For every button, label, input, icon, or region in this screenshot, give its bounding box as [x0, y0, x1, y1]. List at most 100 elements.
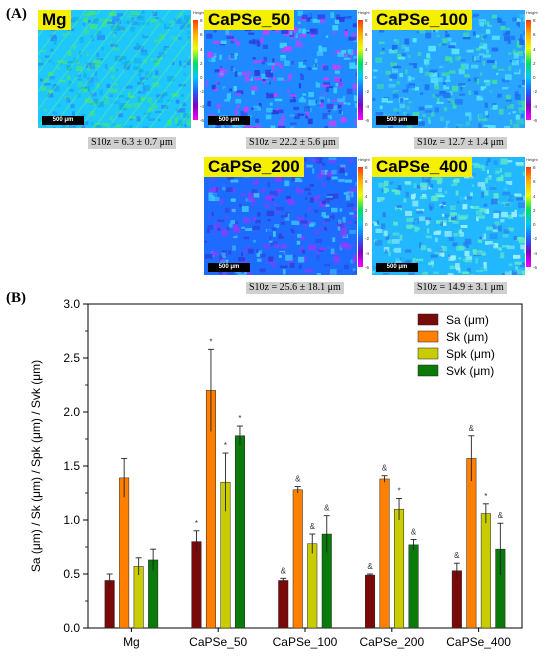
- colorbar-gradient: [358, 167, 363, 267]
- bar: [191, 541, 202, 629]
- legend-swatch: [417, 364, 439, 377]
- sample-label: CaPSe_50: [204, 10, 295, 30]
- colorbar-tick-label: -2: [200, 89, 205, 95]
- colorbar-tick-label: 8: [200, 18, 203, 23]
- x-tick-label: Mg: [123, 635, 140, 649]
- colorbar-tick-label: -6: [365, 118, 370, 123]
- panel-b-label: (B): [6, 290, 26, 306]
- colorbar-title: Height: [358, 157, 370, 162]
- colorbar-tick-label: 8: [533, 18, 536, 23]
- legend-label: Svk (μm): [446, 364, 494, 378]
- x-tick-label: CaPSe_400: [446, 635, 511, 649]
- bar: [119, 477, 130, 629]
- colorbar-tick-label: 2: [365, 207, 368, 213]
- legend-swatch: [417, 313, 439, 326]
- colorbar-tick-label: -2: [533, 236, 538, 242]
- bar: [278, 580, 289, 629]
- height-map-texture: [38, 10, 191, 128]
- y-tick-label: 0.0: [63, 621, 80, 635]
- significance-marker: &: [310, 522, 316, 531]
- scale-bar: 500 μm: [376, 263, 418, 272]
- colorbar-tick-label: 8: [533, 165, 536, 170]
- significance-marker: *: [209, 337, 212, 346]
- legend-label: Sk (μm): [446, 330, 488, 344]
- colorbar-tick-label: 6: [533, 179, 536, 185]
- significance-marker: *: [195, 519, 198, 528]
- significance-marker: &: [367, 562, 373, 571]
- y-tick-label: 0.5: [63, 567, 80, 581]
- significance-marker: &: [382, 464, 388, 473]
- colorbar-tick-label: 8: [365, 18, 368, 23]
- colorbar-title: Height: [526, 157, 538, 162]
- bar: [365, 574, 376, 629]
- x-tick-label: CaPSe_50: [189, 635, 247, 649]
- height-colorbar: Height 8 6 4 2 0 -2 -4 -6: [526, 10, 544, 128]
- colorbar-tick-label: -2: [533, 89, 538, 95]
- colorbar-gradient: [526, 167, 531, 267]
- s10z-value: S10z = 25.6 ± 18.1 μm: [246, 282, 344, 294]
- sample-label: Mg: [38, 10, 71, 30]
- colorbar-tick-label: 0: [365, 222, 368, 228]
- significance-marker: &: [295, 475, 301, 484]
- significance-marker: *: [484, 492, 487, 501]
- s10z-value: S10z = 22.2 ± 5.6 μm: [246, 137, 339, 149]
- colorbar-tick-label: 2: [533, 207, 536, 213]
- y-tick-label: 1.5: [63, 459, 80, 473]
- colorbar-title: Height: [358, 10, 370, 15]
- bar: [466, 458, 477, 629]
- colorbar-tick-label: 0: [533, 75, 536, 81]
- height-map-capse-50: CaPSe_50 500 μm: [204, 10, 357, 128]
- colorbar-tick-label: 0: [533, 222, 536, 228]
- colorbar-title: Height: [526, 10, 538, 15]
- significance-marker: *: [238, 414, 241, 423]
- colorbar-tick-label: 4: [200, 46, 203, 52]
- colorbar-tick-label: -6: [533, 118, 538, 123]
- scale-bar: 500 μm: [376, 116, 418, 125]
- colorbar-tick-label: 2: [200, 60, 203, 66]
- colorbar-tick-label: 0: [365, 75, 368, 81]
- colorbar-tick-label: -2: [365, 236, 370, 242]
- scale-bar: 500 μm: [208, 263, 250, 272]
- significance-marker: *: [397, 486, 400, 495]
- panel-a-label: (A): [6, 6, 27, 22]
- sample-label: CaPSe_100: [372, 10, 472, 30]
- y-tick-label: 1.0: [63, 513, 80, 527]
- colorbar-tick-label: -4: [533, 250, 538, 256]
- bar: [234, 435, 245, 629]
- y-tick-label: 2.5: [63, 351, 80, 365]
- colorbar-tick-label: -6: [533, 265, 538, 270]
- scale-bar: 500 μm: [208, 116, 250, 125]
- colorbar-gradient: [193, 20, 198, 120]
- colorbar-tick-label: 4: [365, 193, 368, 199]
- colorbar-tick-label: -4: [200, 103, 205, 109]
- height-colorbar: Height 8 6 4 2 0 -2 -4 -6: [358, 157, 376, 275]
- s10z-value: S10z = 6.3 ± 0.7 μm: [88, 137, 176, 149]
- colorbar-tick-label: 2: [365, 60, 368, 66]
- colorbar-tick-label: 6: [365, 32, 368, 38]
- sample-label: CaPSe_400: [372, 157, 472, 177]
- x-tick-label: CaPSe_100: [273, 635, 338, 649]
- height-colorbar: Height 8 6 4 2 0 -2 -4 -6: [526, 157, 544, 275]
- y-axis-label: Sa (μm) / Sk (μm) / Spk (μm) / Svk (μm): [29, 360, 43, 572]
- colorbar-tick-label: 4: [533, 193, 536, 199]
- significance-marker: &: [454, 551, 460, 560]
- height-colorbar: Height 8 6 4 2 0 -2 -4 -6: [193, 10, 211, 128]
- y-tick-label: 2.0: [63, 405, 80, 419]
- bar: [394, 508, 405, 629]
- colorbar-tick-label: 0: [200, 75, 203, 81]
- colorbar-tick-label: 6: [533, 32, 536, 38]
- bar: [451, 570, 462, 629]
- colorbar-tick-label: -6: [365, 265, 370, 270]
- bar: [104, 580, 115, 629]
- height-map-capse-400: CaPSe_400 500 μm: [372, 157, 525, 275]
- bar: [408, 544, 419, 629]
- legend-swatch: [417, 347, 439, 360]
- y-tick-label: 3.0: [63, 297, 80, 311]
- bar: [379, 478, 390, 629]
- bar: [307, 543, 318, 629]
- significance-marker: &: [281, 566, 287, 575]
- significance-marker: *: [224, 441, 227, 450]
- colorbar-tick-label: 4: [365, 46, 368, 52]
- height-map-mg: Mg 500 μm: [38, 10, 191, 128]
- height-colorbar: Height 8 6 4 2 0 -2 -4 -6: [358, 10, 376, 128]
